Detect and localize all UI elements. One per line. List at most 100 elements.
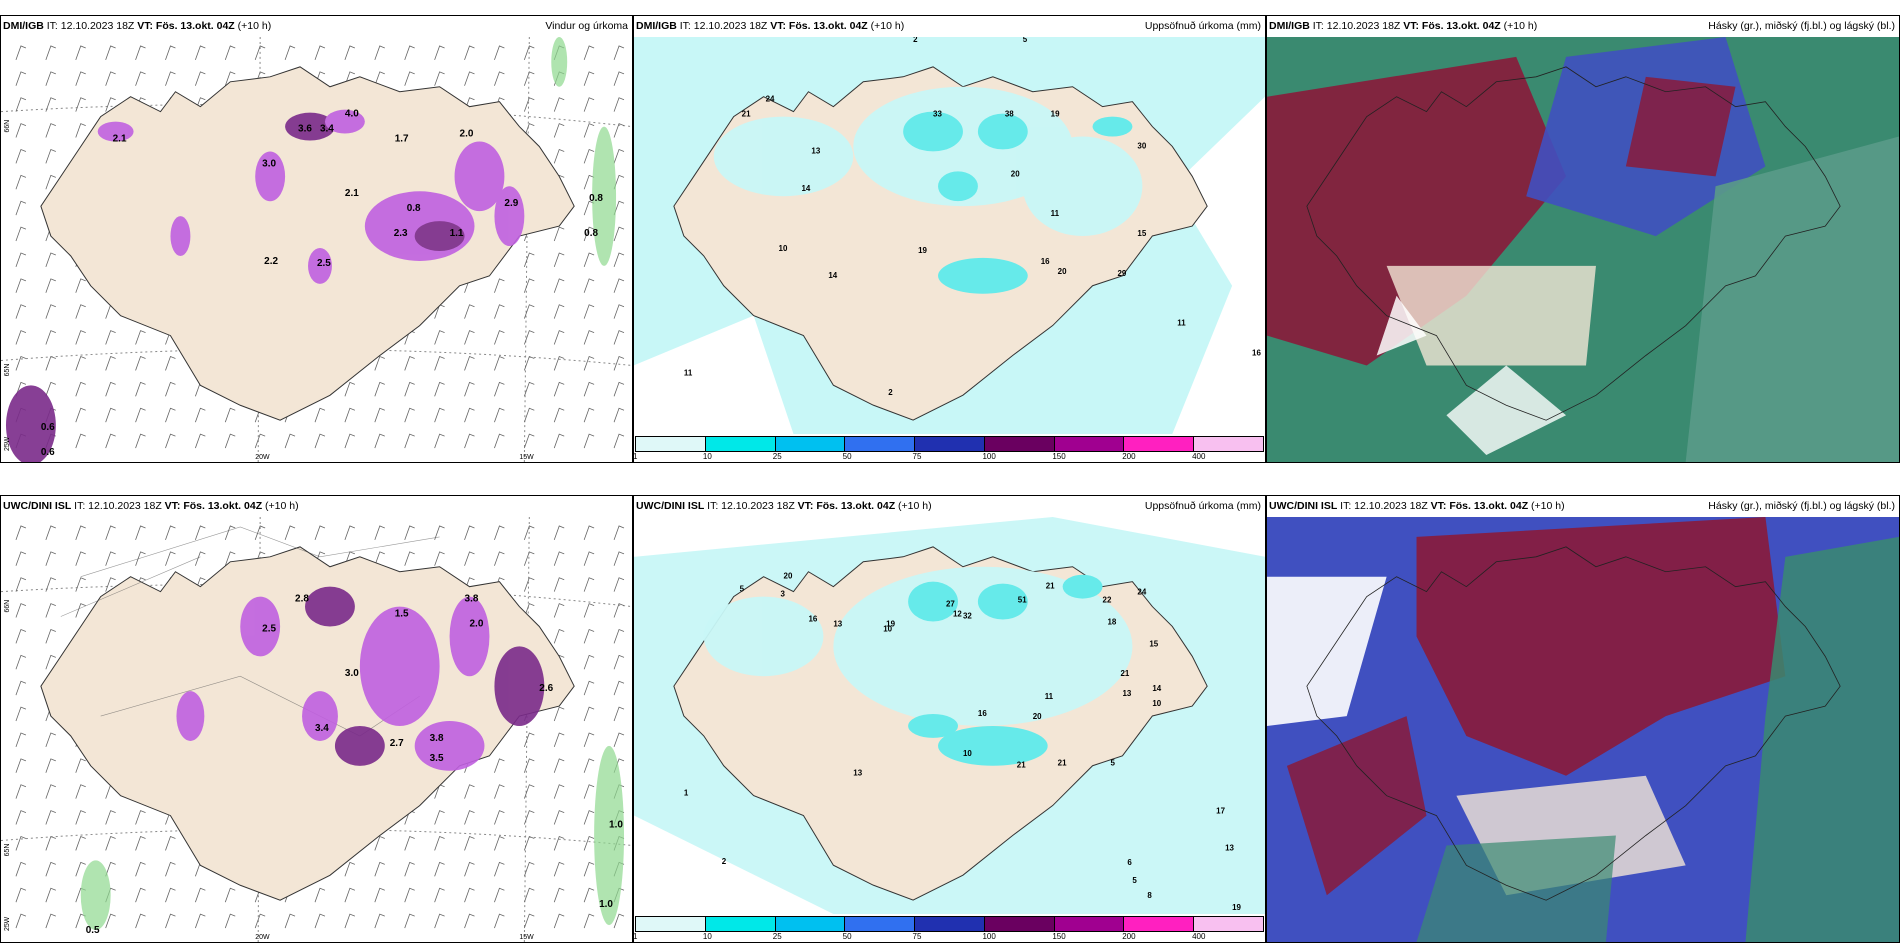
wind-barb bbox=[15, 226, 27, 242]
cloud-map-svg bbox=[1267, 517, 1899, 942]
wind-barb bbox=[494, 784, 505, 799]
wind-barb bbox=[45, 887, 56, 903]
wind-barb bbox=[45, 577, 56, 592]
value-label: 38 bbox=[1005, 110, 1014, 119]
lat-label: 66N bbox=[4, 600, 11, 613]
wind-barb bbox=[404, 835, 415, 851]
wind-barb bbox=[553, 525, 565, 541]
value-label: 1.7 bbox=[395, 134, 409, 145]
colorbar-swatch bbox=[636, 437, 706, 451]
wind-barb bbox=[165, 433, 176, 449]
wind-barb bbox=[464, 913, 475, 929]
wind-barb bbox=[434, 525, 445, 541]
wind-barb bbox=[15, 577, 27, 592]
map-cloud-cover bbox=[1267, 37, 1899, 462]
wind-barb bbox=[494, 45, 505, 61]
value-label: 2.5 bbox=[317, 258, 331, 269]
lon-label: 15W bbox=[519, 934, 534, 941]
value-label: 0.8 bbox=[407, 203, 421, 214]
wind-barb bbox=[15, 810, 27, 825]
wind-barb bbox=[434, 913, 445, 929]
wind-barb bbox=[195, 407, 206, 423]
wind-barb bbox=[553, 810, 565, 825]
wind-barb bbox=[105, 835, 116, 851]
wind-barb bbox=[613, 355, 625, 371]
wind-barb bbox=[374, 887, 385, 903]
wind-barb bbox=[523, 381, 535, 397]
wind-barb bbox=[583, 226, 595, 242]
wind-barb bbox=[165, 525, 176, 541]
colorbar-tick-label: 25 bbox=[772, 452, 782, 461]
wind-barb bbox=[15, 71, 27, 86]
panel-top-wind: DMI/IGB IT: 12.10.2023 18Z VT: Fös. 13.o… bbox=[0, 15, 633, 463]
wind-barb bbox=[583, 525, 595, 541]
value-label: 16 bbox=[1041, 257, 1050, 266]
wind-barb bbox=[15, 252, 27, 268]
wind-barb bbox=[434, 887, 445, 903]
wind-barb bbox=[15, 525, 27, 541]
wind-barb bbox=[45, 551, 56, 566]
wind-barb bbox=[45, 525, 56, 541]
value-label: 21 bbox=[1058, 759, 1067, 768]
value-label: 51 bbox=[1018, 596, 1027, 605]
value-label: 10 bbox=[963, 749, 972, 758]
wind-barb bbox=[165, 835, 176, 851]
lat-label: 66N bbox=[4, 120, 11, 133]
panel-title: Uppsöfnuð úrkoma (mm) bbox=[1144, 500, 1261, 512]
wind-barb bbox=[613, 123, 625, 138]
wind-barb bbox=[523, 913, 535, 929]
wind-barb bbox=[583, 45, 595, 61]
value-label: 12 bbox=[953, 610, 962, 619]
wind-barb bbox=[464, 45, 475, 61]
colorbar-swatch bbox=[775, 437, 846, 451]
wind-map-svg: 2.1 3.6 3.4 4.0 1.7 2.0 3.0 2.1 2.2 2.5 2.3 1.1 0.8 2… bbox=[1, 37, 632, 462]
wind-barb bbox=[434, 71, 445, 86]
wind-barb bbox=[583, 381, 595, 397]
wind-barb bbox=[224, 433, 236, 449]
wind-barb bbox=[314, 407, 326, 423]
wind-barb bbox=[494, 551, 505, 566]
value-label: 18 bbox=[1107, 617, 1116, 626]
wind-barb bbox=[464, 551, 475, 566]
lat-label: 65N bbox=[4, 364, 11, 377]
wind-barb bbox=[553, 551, 565, 566]
colorbar-swatch bbox=[1124, 917, 1195, 931]
wind-barb bbox=[553, 148, 565, 164]
value-label: 3.0 bbox=[262, 158, 276, 169]
wind-barb bbox=[583, 148, 595, 164]
panel-title: Vindur og úrkoma bbox=[545, 20, 628, 32]
wind-barb bbox=[344, 913, 356, 929]
wind-barb bbox=[165, 355, 176, 371]
wind-barb bbox=[464, 433, 475, 449]
wind-barb bbox=[583, 577, 595, 592]
value-label: 16 bbox=[1252, 348, 1261, 357]
value-label: 3.5 bbox=[430, 753, 444, 764]
map-wind-precip: 2.8 2.5 3.8 2.0 3.0 1.5 3.4 2.7 3.8 3.5 2.6 1.0 0.5 1… bbox=[1, 517, 632, 942]
wind-barb bbox=[75, 835, 86, 851]
wind-barb bbox=[553, 577, 565, 592]
wind-barb bbox=[15, 835, 27, 851]
panel-header: DMI/IGB IT: 12.10.2023 18Z VT: Fös. 13.o… bbox=[1, 16, 632, 37]
wind-barb bbox=[613, 226, 625, 242]
wind-barb bbox=[523, 252, 535, 268]
wind-barb bbox=[523, 407, 535, 423]
wind-barb bbox=[195, 551, 206, 566]
value-label: 5 bbox=[1110, 759, 1115, 768]
wind-barb bbox=[75, 71, 86, 86]
wind-barb bbox=[344, 525, 356, 541]
wind-barb bbox=[613, 680, 625, 696]
wind-barb bbox=[613, 97, 625, 112]
wind-barb bbox=[613, 706, 625, 722]
wind-barb bbox=[434, 835, 445, 851]
value-label: 3.4 bbox=[315, 723, 329, 734]
colorbar-tick-label: 100 bbox=[982, 452, 996, 461]
wind-barb bbox=[583, 123, 595, 138]
wind-barb bbox=[15, 603, 27, 618]
wind-barb bbox=[613, 252, 625, 268]
wind-barb bbox=[135, 551, 146, 566]
wind-barb bbox=[494, 913, 505, 929]
wind-barb bbox=[464, 381, 475, 397]
value-label: 10 bbox=[1152, 699, 1161, 708]
wind-barb bbox=[613, 304, 625, 319]
wind-barb bbox=[553, 433, 565, 449]
